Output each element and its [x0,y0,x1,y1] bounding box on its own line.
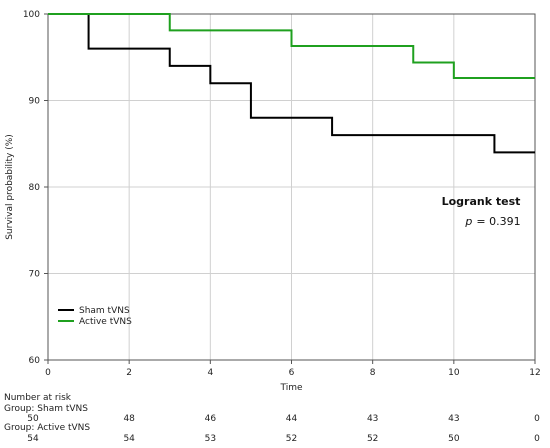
p-value: = 0.391 [476,215,520,228]
series-line-sham [48,13,535,154]
x-tick-label: 0 [45,368,51,378]
logrank-title: Logrank test [442,195,521,208]
risk-value: 50 [448,434,460,444]
risk-value: 43 [448,414,459,424]
risk-value: 43 [367,414,378,424]
risk-table-heading: Number at risk [4,393,72,403]
legend-label-active: Active tVNS [79,317,132,327]
risk-value: 46 [205,414,217,424]
legend-label-sham: Sham tVNS [79,306,130,316]
p-label: p [464,215,472,228]
y-tick-label: 80 [29,183,41,193]
y-axis-label: Survival probability (%) [5,134,15,240]
risk-value: 52 [367,434,378,444]
legend: Sham tVNS Active tVNS [58,306,132,327]
x-tick-label: 4 [207,368,213,378]
logrank-p-value: p = 0.391 [464,215,520,228]
x-tick-label: 2 [126,368,132,378]
series-lines [48,13,535,154]
y-tick-label: 60 [29,356,41,366]
y-tick-label: 100 [23,10,40,20]
y-tick-label: 90 [29,97,41,107]
x-axis-label: Time [279,383,302,393]
x-tick-label: 10 [448,368,460,378]
risk-value: 54 [123,434,135,444]
risk-value: 54 [27,434,39,444]
axes: 0 2 4 6 8 10 12 60 70 80 90 100 [23,10,541,378]
risk-row-label-active: Group: Active tVNS [4,423,90,433]
x-tick-label: 12 [529,368,540,378]
risk-table: Number at risk Group: Sham tVNS Group: A… [4,393,540,444]
series-line-active [48,13,535,80]
risk-value: 53 [205,434,216,444]
logrank-annotation: Logrank test p = 0.391 [442,195,521,228]
risk-value: 48 [123,414,135,424]
risk-row-label-sham: Group: Sham tVNS [4,404,88,414]
risk-value: 0 [534,414,540,424]
x-tick-label: 8 [370,368,376,378]
risk-value: 0 [534,434,540,444]
x-tick-label: 6 [289,368,295,378]
risk-value: 44 [286,414,298,424]
risk-value: 52 [286,434,297,444]
risk-value: 50 [27,414,39,424]
y-tick-label: 70 [29,270,41,280]
